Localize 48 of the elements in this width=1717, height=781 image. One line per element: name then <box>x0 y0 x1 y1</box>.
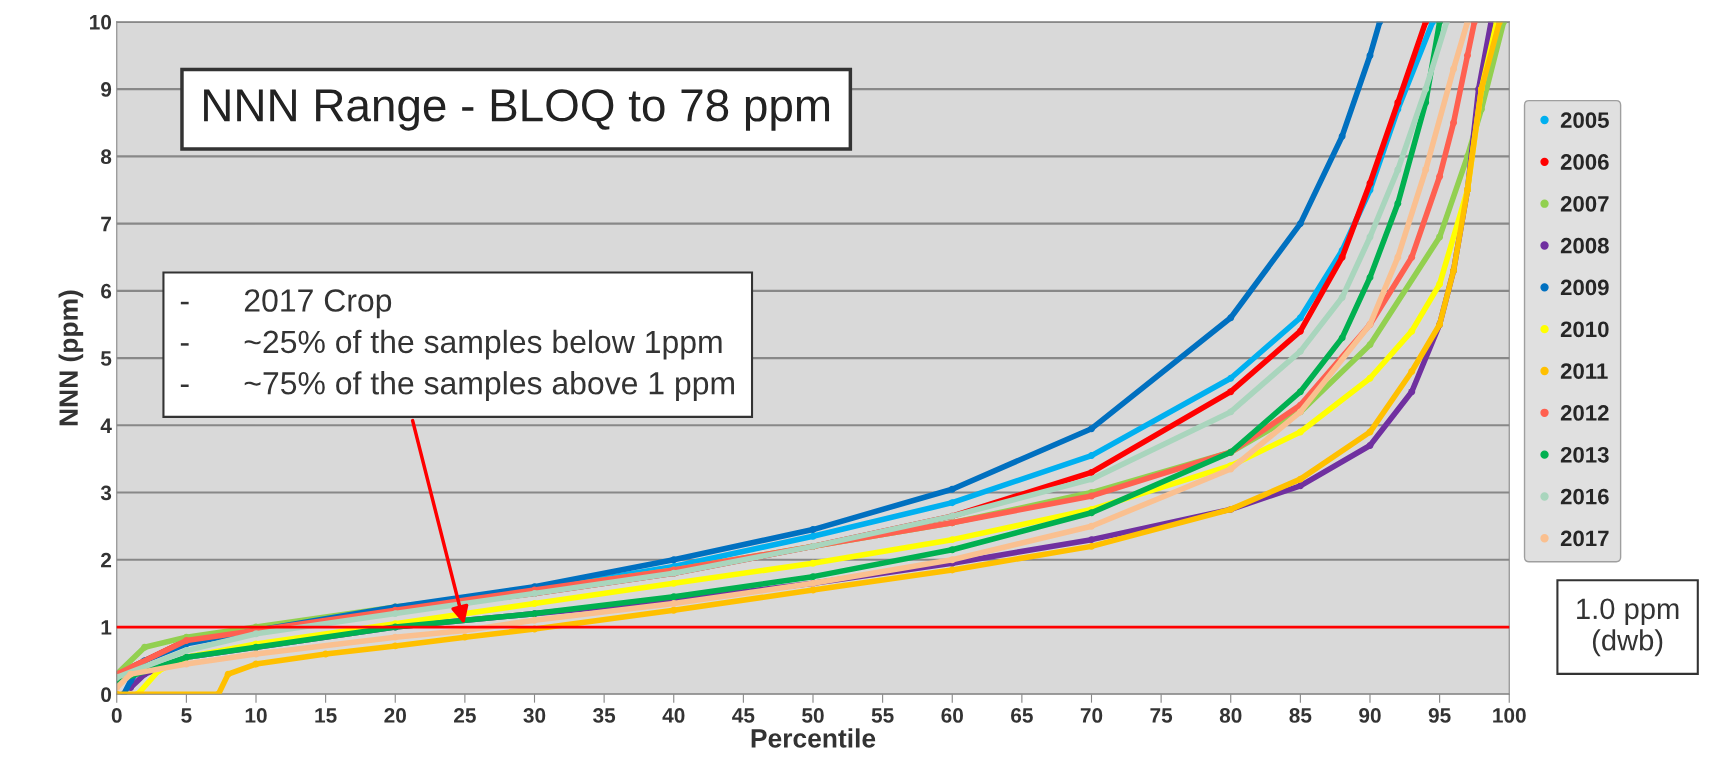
x-tick-label: 80 <box>1219 708 1242 723</box>
legend-label: 2011 <box>1560 363 1608 379</box>
y-tick-label: 5 <box>100 351 112 366</box>
legend-label: 2016 <box>1560 488 1609 505</box>
y-tick-label: 1 <box>101 620 112 635</box>
x-tick-label: 65 <box>1011 708 1033 723</box>
x-tick-label: 20 <box>384 708 406 723</box>
legend-label: 2012 <box>1560 405 1609 421</box>
y-tick-label: 2 <box>101 552 112 568</box>
x-tick-label: 90 <box>1359 708 1381 723</box>
x-tick-label: 60 <box>941 708 963 723</box>
x-tick-label: 100 <box>1493 708 1526 723</box>
legend-label: 2009 <box>1560 279 1609 296</box>
y-axis-title: NNN (ppm) <box>58 290 84 426</box>
y-tick-label: 9 <box>101 82 112 97</box>
y-tick-label: 8 <box>100 149 112 165</box>
legend-label: 2007 <box>1560 195 1609 212</box>
x-tick-label: 50 <box>802 708 824 723</box>
legend-label: 2005 <box>1560 112 1609 129</box>
x-tick-label: 30 <box>523 708 546 723</box>
legend-label: 2013 <box>1560 446 1609 463</box>
annotation: - 2017 Crop - ~25% of the samples below 1ppm - ~75% of the samples above 1 ppm <box>180 289 734 401</box>
y-tick-label: 4 <box>100 418 112 433</box>
x-tick-label: 35 <box>593 708 616 723</box>
y-tick-label: 6 <box>101 283 112 299</box>
legend-label: 2008 <box>1560 237 1609 254</box>
x-tick-label: 70 <box>1080 708 1103 723</box>
x-tick-label: 45 <box>732 708 755 723</box>
ref-line-label: 1.0 ppm (dwb) <box>1577 598 1679 657</box>
x-tick-label: 0 <box>111 708 122 723</box>
x-tick-label: 5 <box>181 708 192 723</box>
x-tick-label: 25 <box>454 708 476 723</box>
legend-label: 2017 <box>1560 530 1609 547</box>
legend-label: 2006 <box>1560 154 1609 170</box>
y-tick-label: 10 <box>90 14 112 30</box>
x-tick-label: 15 <box>315 708 337 723</box>
x-tick-label: 40 <box>662 708 685 723</box>
x-tick-label: 75 <box>1150 708 1173 723</box>
text: NNN Range - BLOQ to 78 ppm <box>204 89 830 131</box>
x-tick-label: 10 <box>245 708 267 723</box>
x-tick-label: 55 <box>871 708 894 723</box>
x-tick-label: 85 <box>1289 708 1312 723</box>
y-tick-label: 7 <box>101 216 111 232</box>
y-tick-label: 0 <box>101 687 112 703</box>
y-tick-label: 3 <box>100 485 112 501</box>
x-axis-title: Percentile <box>751 728 876 748</box>
legend-label: 2010 <box>1560 321 1609 338</box>
x-tick-label: 95 <box>1428 708 1451 723</box>
